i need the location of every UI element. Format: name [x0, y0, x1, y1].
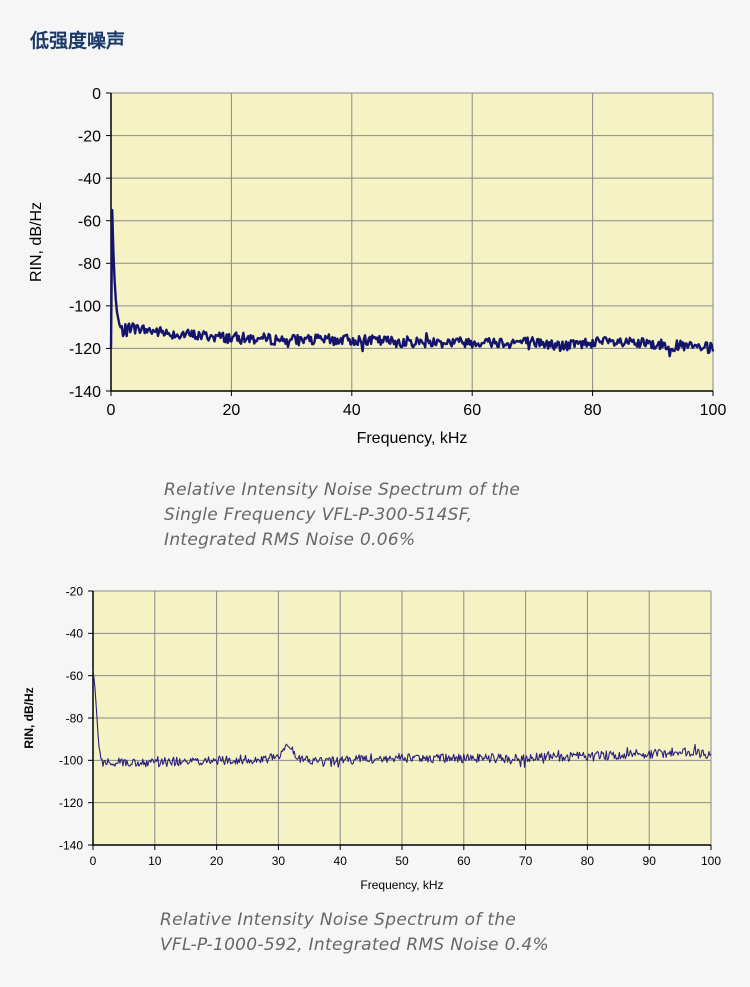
x-tick-label: 60: [463, 402, 481, 419]
x-tick-label: 20: [210, 854, 224, 868]
caption-line: VFL-P-1000-592, Integrated RMS Noise 0.4…: [160, 935, 549, 955]
caption-line: Relative Intensity Noise Spectrum of the: [160, 910, 517, 930]
chart-1-caption: Relative Intensity Noise Spectrum of the…: [164, 478, 520, 553]
y-tick-label: -60: [66, 669, 84, 683]
x-tick-label: 100: [701, 854, 721, 868]
y-tick-label: -100: [69, 299, 101, 316]
y-tick-label: -60: [78, 213, 101, 230]
x-tick-label: 90: [643, 854, 657, 868]
caption-line: Integrated RMS Noise 0.06%: [164, 530, 416, 550]
x-tick-label: 80: [584, 402, 602, 419]
y-tick-label: -80: [78, 256, 101, 273]
rin-chart-2: 0 10 20 30 40 50 60 70 80 90 100 -20 -40 -60 -80 -100 -1…: [22, 584, 721, 892]
x-tick-label: 40: [334, 854, 348, 868]
series-line: [92, 669, 712, 768]
y-tick-label: -120: [59, 796, 83, 810]
y-tick-label: -80: [66, 711, 84, 725]
y-tick-label: -140: [59, 838, 83, 852]
y-tick-label: -140: [69, 384, 101, 401]
y-tick-label: 0: [92, 86, 101, 103]
x-tick-label: 70: [519, 854, 533, 868]
caption-line: Relative Intensity Noise Spectrum of the: [164, 480, 521, 500]
y-tick-label: -20: [78, 128, 101, 145]
x-tick-label: 30: [272, 854, 286, 868]
chart-2-caption: Relative Intensity Noise Spectrum of the…: [160, 908, 549, 958]
rin-chart-1: 0 20 40 60 80 100 0 -20 -40 -60 -80 -100 -120 -140 Fre…: [28, 86, 727, 447]
y-tick-label: -20: [66, 584, 84, 598]
y-tick-label: -40: [66, 627, 84, 641]
y-tick-label: -100: [59, 754, 83, 768]
caption-line: Single Frequency VFL-P-300-514SF,: [164, 505, 473, 525]
x-tick-label: 10: [148, 854, 162, 868]
x-axis-label: Frequency, kHz: [360, 878, 443, 892]
x-tick-label: 0: [107, 402, 116, 419]
y-axis-label: RIN, dB/Hz: [22, 687, 36, 748]
x-tick-label: 50: [395, 854, 409, 868]
y-tick-label: -120: [69, 341, 101, 358]
x-tick-label: 60: [457, 854, 471, 868]
page-title: 低强度噪声: [30, 30, 126, 52]
y-tick-label: -40: [78, 171, 101, 188]
x-tick-label: 40: [343, 402, 361, 419]
x-axis-label: Frequency, kHz: [357, 430, 468, 447]
x-tick-label: 20: [223, 402, 241, 419]
series-line: [109, 208, 715, 358]
x-tick-label: 0: [90, 854, 97, 868]
y-axis-label: RIN, dB/Hz: [28, 202, 45, 282]
x-tick-label: 100: [700, 402, 727, 419]
x-tick-label: 80: [581, 854, 595, 868]
